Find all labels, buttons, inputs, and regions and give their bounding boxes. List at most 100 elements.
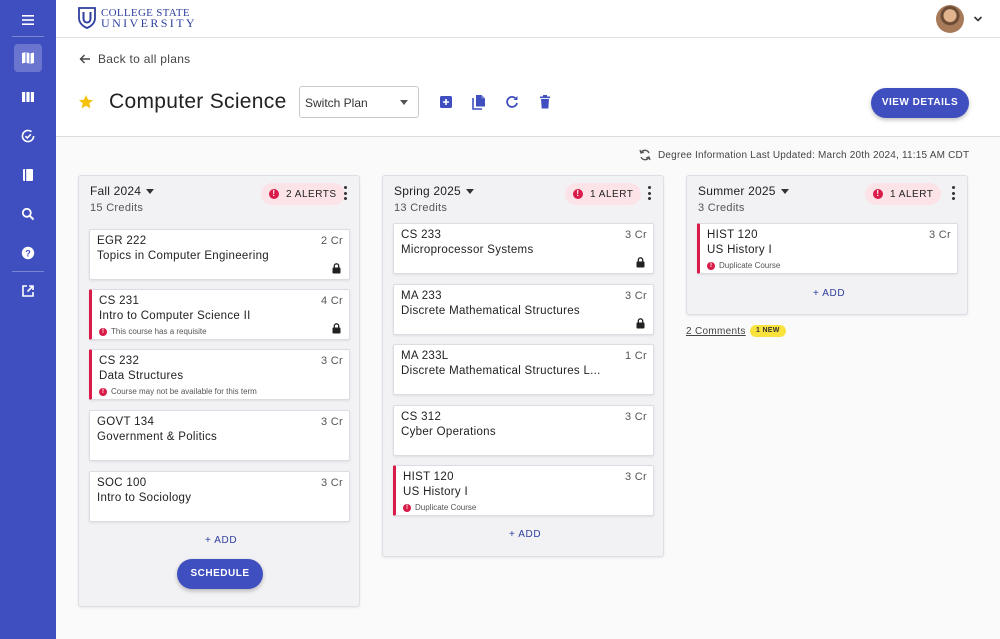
- course-card[interactable]: MA 233L 1 Cr Discrete Mathematical Struc…: [393, 344, 654, 395]
- course-alert: ! This course has a requisite: [99, 327, 207, 336]
- course-title: Cyber Operations: [401, 426, 496, 438]
- course-code: HIST 120: [707, 229, 758, 241]
- course-code: SOC 100: [97, 477, 147, 489]
- course-code: MA 233: [401, 290, 442, 302]
- add-box-icon[interactable]: [438, 94, 454, 110]
- menu-icon: [22, 15, 34, 25]
- course-credits: 3 Cr: [625, 471, 647, 483]
- sidebar-item-help[interactable]: ?: [14, 239, 42, 267]
- avatar[interactable]: [936, 5, 964, 33]
- switch-plan-placeholder: Switch Plan: [305, 96, 368, 110]
- lock-icon: [332, 263, 341, 274]
- course-card[interactable]: CS 233 3 Cr Microprocessor Systems: [393, 223, 654, 274]
- sidebar-item-search[interactable]: [14, 200, 42, 228]
- switch-plan-select[interactable]: Switch Plan: [299, 86, 419, 118]
- comments-link[interactable]: 2 Comments: [686, 326, 746, 337]
- course-alert-text: This course has a requisite: [111, 327, 207, 336]
- map-icon: [22, 52, 34, 64]
- alerts-badge[interactable]: ! 1 ALERT: [865, 183, 942, 205]
- arrow-left-icon: [79, 54, 90, 64]
- alerts-count: 2 ALERTS: [286, 188, 337, 200]
- caret-down-icon: [465, 188, 474, 194]
- trash-icon[interactable]: [537, 94, 553, 110]
- term-menu-icon[interactable]: [647, 186, 651, 200]
- course-credits: 1 Cr: [625, 350, 647, 362]
- course-code: HIST 120: [403, 471, 454, 483]
- sidebar-item-catalog[interactable]: [14, 161, 42, 189]
- course-code: EGR 222: [97, 235, 147, 247]
- book-icon: [23, 169, 33, 181]
- course-alert-text: Course may not be available for this ter…: [111, 387, 257, 396]
- course-code: CS 233: [401, 229, 442, 241]
- term-select[interactable]: Spring 2025: [394, 184, 474, 198]
- add-course-button[interactable]: + ADD: [205, 535, 238, 546]
- menu-button[interactable]: [14, 6, 42, 34]
- term-name: Summer 2025: [698, 184, 776, 198]
- sidebar-item-progress[interactable]: [14, 122, 42, 150]
- schedule-button[interactable]: SCHEDULE: [177, 559, 263, 589]
- sidebar-divider: [12, 36, 44, 37]
- help-icon: ?: [21, 246, 35, 260]
- alerts-badge[interactable]: ! 2 ALERTS: [261, 183, 345, 205]
- svg-text:?: ?: [25, 248, 31, 258]
- term-credits: 3 Credits: [698, 202, 745, 214]
- add-course-button[interactable]: + ADD: [509, 529, 542, 540]
- back-to-plans-link[interactable]: Back to all plans: [78, 52, 190, 66]
- copy-icon[interactable]: [471, 94, 487, 110]
- sidebar-item-external[interactable]: [14, 277, 42, 305]
- new-comments-badge: 1 NEW: [750, 325, 786, 337]
- external-link-icon: [22, 285, 34, 297]
- term-select[interactable]: Summer 2025: [698, 184, 789, 198]
- caret-down-icon: [146, 188, 155, 194]
- term-menu-icon[interactable]: [343, 186, 347, 200]
- course-card[interactable]: CS 231 4 Cr Intro to Computer Science II…: [89, 289, 350, 340]
- sync-icon[interactable]: [638, 148, 652, 162]
- term-name: Spring 2025: [394, 184, 461, 198]
- add-course-button[interactable]: + ADD: [813, 288, 846, 299]
- course-title: Data Structures: [99, 370, 184, 382]
- alert-icon: !: [707, 261, 715, 270]
- course-card[interactable]: HIST 120 3 Cr US History I ! Duplicate Co…: [393, 465, 654, 516]
- course-alert: ! Duplicate Course: [707, 261, 780, 270]
- back-link-label: Back to all plans: [98, 52, 191, 66]
- logo-line-2: UNIVERSITY: [101, 16, 197, 30]
- course-card[interactable]: HIST 120 3 Cr US History I ! Duplicate Co…: [697, 223, 958, 274]
- last-updated-info: Degree Information Last Updated: March 2…: [638, 148, 969, 162]
- course-credits: 3 Cr: [321, 355, 343, 367]
- course-credits: 3 Cr: [625, 229, 647, 241]
- course-card[interactable]: CS 232 3 Cr Data Structures ! Course may …: [89, 349, 350, 400]
- search-icon: [21, 207, 35, 221]
- term-credits: 13 Credits: [394, 202, 448, 214]
- page-title: Computer Science: [109, 90, 287, 113]
- logo-line-1: COLLEGE STATE: [101, 7, 190, 19]
- course-card[interactable]: SOC 100 3 Cr Intro to Sociology: [89, 471, 350, 522]
- refresh-icon[interactable]: [504, 94, 520, 110]
- course-card[interactable]: EGR 222 2 Cr Topics in Computer Engineer…: [89, 229, 350, 280]
- term-select[interactable]: Fall 2024: [90, 184, 155, 198]
- sidebar-item-columns[interactable]: [14, 83, 42, 111]
- term-column-fall-2024: Fall 2024 15 Credits ! 2 ALERTS EGR 222 …: [78, 175, 360, 607]
- sidebar-divider: [12, 271, 44, 272]
- course-alert-text: Duplicate Course: [415, 503, 477, 512]
- alerts-badge[interactable]: ! 1 ALERT: [565, 183, 642, 205]
- star-icon[interactable]: [78, 94, 94, 110]
- course-card[interactable]: CS 312 3 Cr Cyber Operations: [393, 405, 654, 456]
- lock-icon: [332, 323, 341, 334]
- course-title: Topics in Computer Engineering: [97, 250, 270, 262]
- shield-icon: [78, 7, 96, 29]
- term-name: Fall 2024: [90, 184, 142, 198]
- view-details-button[interactable]: VIEW DETAILS: [871, 88, 969, 118]
- course-code: MA 233L: [401, 350, 449, 362]
- chevron-down-icon[interactable]: [972, 13, 984, 25]
- top-bar: COLLEGE STATE UNIVERSITY: [56, 0, 1000, 38]
- course-credits: 4 Cr: [321, 295, 343, 307]
- university-logo[interactable]: COLLEGE STATE UNIVERSITY: [78, 7, 197, 29]
- course-title: US History I: [403, 486, 468, 498]
- caret-down-icon: [400, 100, 408, 105]
- course-card[interactable]: GOVT 134 3 Cr Government & Politics: [89, 410, 350, 461]
- term-menu-icon[interactable]: [951, 186, 955, 200]
- sidebar-item-plans[interactable]: [14, 44, 42, 72]
- course-credits: 3 Cr: [321, 416, 343, 428]
- course-title: Microprocessor Systems: [401, 244, 534, 256]
- course-card[interactable]: MA 233 3 Cr Discrete Mathematical Struct…: [393, 284, 654, 335]
